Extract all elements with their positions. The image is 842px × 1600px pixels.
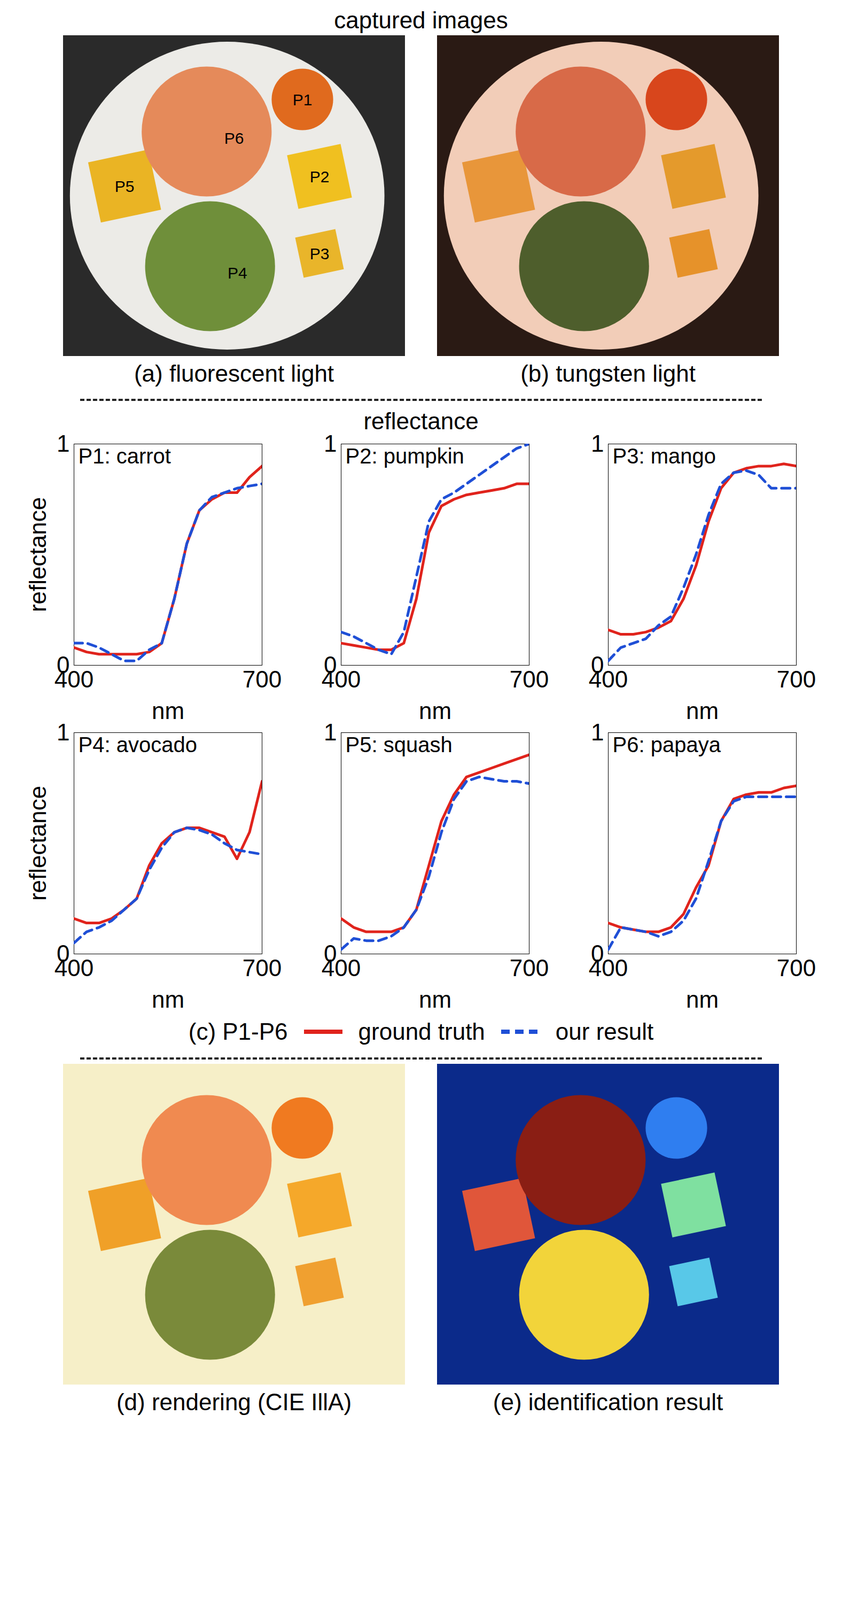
svg-text:1: 1 <box>323 430 337 457</box>
html-text:captured images: captured images <box>334 6 508 34</box>
svg-text:1: 1 <box>590 718 604 745</box>
svg-text:0: 0 <box>56 939 70 966</box>
svg-text:nm: nm <box>685 985 719 1012</box>
svg-text:400: 400 <box>321 954 361 981</box>
svg-text:0: 0 <box>590 939 604 966</box>
svg-text:P5: squash: P5: squash <box>345 732 453 756</box>
svg-text:700: 700 <box>242 665 282 692</box>
svg-text:400: 400 <box>321 665 361 692</box>
svg-text:700: 700 <box>509 665 549 692</box>
svg-text:P3: P3 <box>309 244 330 263</box>
svg-text:1: 1 <box>323 718 337 745</box>
svg-text:400: 400 <box>588 665 628 692</box>
svg-text:nm: nm <box>418 985 452 1012</box>
svg-text:nm: nm <box>685 697 719 724</box>
svg-text:0: 0 <box>323 939 337 966</box>
svg-text:400: 400 <box>54 954 94 981</box>
svg-text:1: 1 <box>590 430 604 457</box>
html-text:ground truth: ground truth <box>358 1017 486 1044</box>
html-text:(e) identification result: (e) identification result <box>493 1388 723 1415</box>
svg-text:nm: nm <box>151 985 185 1012</box>
html-text:(b) tungsten light: (b) tungsten light <box>520 360 696 387</box>
svg-text:P2: pumpkin: P2: pumpkin <box>345 443 465 468</box>
html-text:(c) P1-P6: (c) P1-P6 <box>188 1017 288 1044</box>
svg-text:P3: mango: P3: mango <box>612 443 716 468</box>
svg-text:0: 0 <box>590 651 604 678</box>
svg-text:P1: P1 <box>292 90 313 109</box>
svg-text:P5: P5 <box>114 177 135 196</box>
svg-text:400: 400 <box>588 954 628 981</box>
svg-text:P6: papaya: P6: papaya <box>612 732 722 756</box>
svg-text:P4: avocado: P4: avocado <box>78 732 198 756</box>
html-text:(d) rendering (CIE IllA): (d) rendering (CIE IllA) <box>116 1388 352 1415</box>
svg-text:0: 0 <box>323 651 337 678</box>
svg-text:1: 1 <box>56 718 70 745</box>
html-text:reflectance: reflectance <box>363 407 479 434</box>
svg-text:400: 400 <box>54 665 94 692</box>
svg-text:1: 1 <box>56 430 70 457</box>
html-text:(a) fluorescent light: (a) fluorescent light <box>134 360 334 387</box>
svg-text:700: 700 <box>242 954 282 981</box>
svg-text:reflectance: reflectance <box>24 785 51 901</box>
svg-text:P2: P2 <box>309 167 330 186</box>
svg-text:0: 0 <box>56 651 70 678</box>
svg-text:700: 700 <box>776 665 816 692</box>
svg-text:reflectance: reflectance <box>24 496 51 612</box>
svg-text:700: 700 <box>509 954 549 981</box>
svg-text:P1: carrot: P1: carrot <box>78 443 171 468</box>
svg-text:nm: nm <box>418 697 452 724</box>
svg-text:nm: nm <box>151 697 185 724</box>
svg-text:P4: P4 <box>227 263 248 282</box>
svg-text:700: 700 <box>776 954 816 981</box>
html-text:our result: our result <box>555 1017 654 1044</box>
svg-text:P6: P6 <box>224 129 245 147</box>
